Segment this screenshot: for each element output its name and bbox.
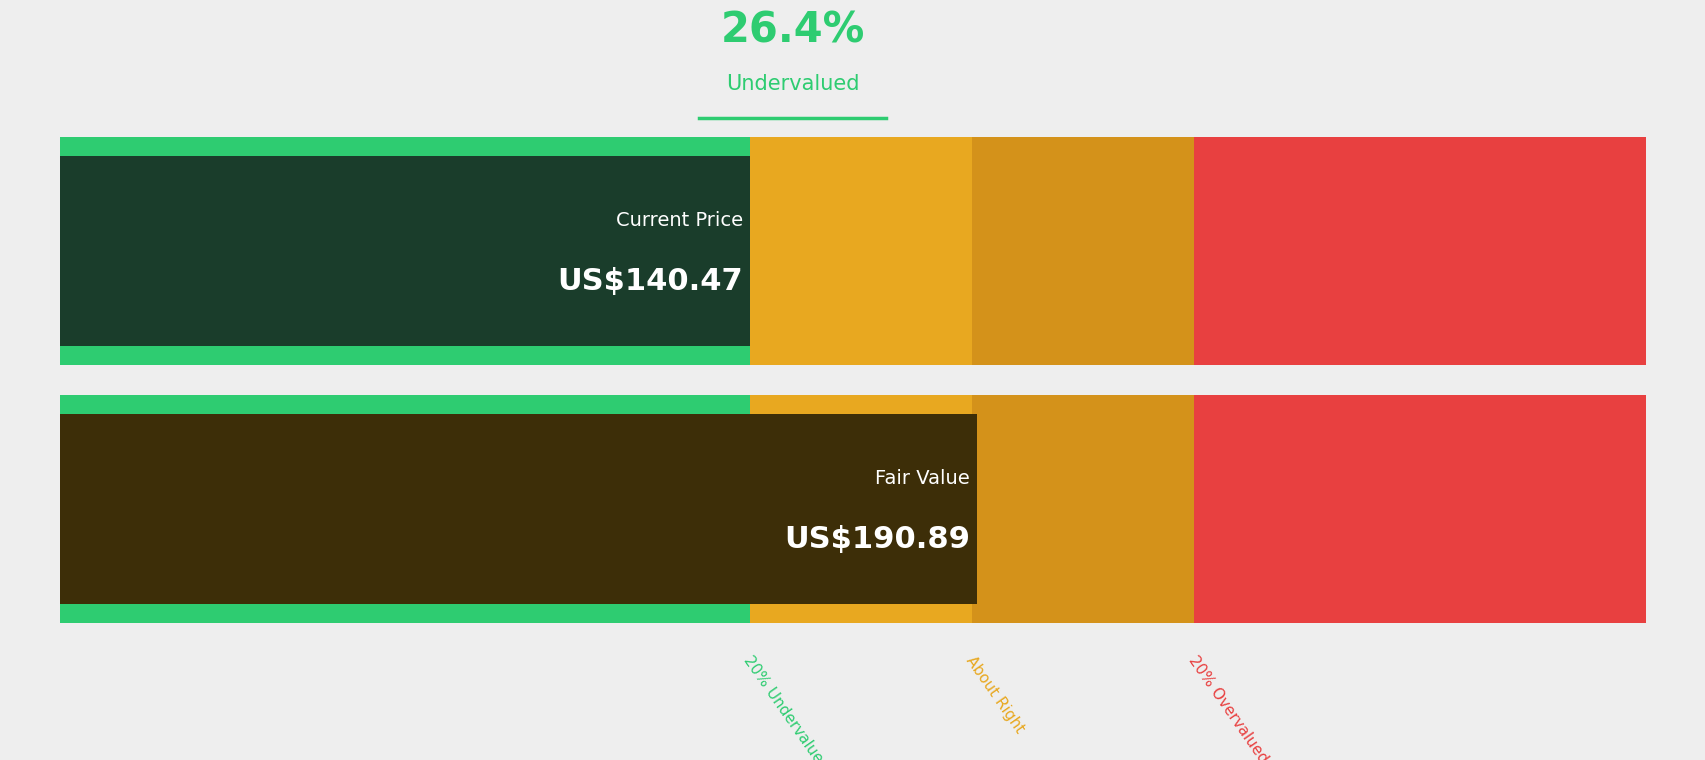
Bar — [60, 156, 750, 346]
Bar — [1194, 137, 1645, 365]
Text: Fair Value: Fair Value — [875, 470, 970, 489]
Text: Current Price: Current Price — [616, 211, 743, 230]
Bar — [1194, 395, 1645, 623]
Text: About Right: About Right — [963, 654, 1026, 736]
Text: 20% Undervalued: 20% Undervalued — [740, 654, 832, 760]
Bar — [972, 137, 1194, 365]
Bar — [60, 414, 977, 604]
Bar — [60, 137, 750, 365]
Text: US$140.47: US$140.47 — [558, 267, 743, 296]
Text: 20% Overvalued: 20% Overvalued — [1185, 654, 1270, 760]
Bar — [60, 395, 750, 623]
Bar — [750, 137, 972, 365]
Text: Undervalued: Undervalued — [725, 74, 859, 93]
Bar — [972, 395, 1194, 623]
Bar — [750, 395, 972, 623]
Text: US$190.89: US$190.89 — [784, 525, 970, 554]
Text: 26.4%: 26.4% — [720, 9, 864, 52]
